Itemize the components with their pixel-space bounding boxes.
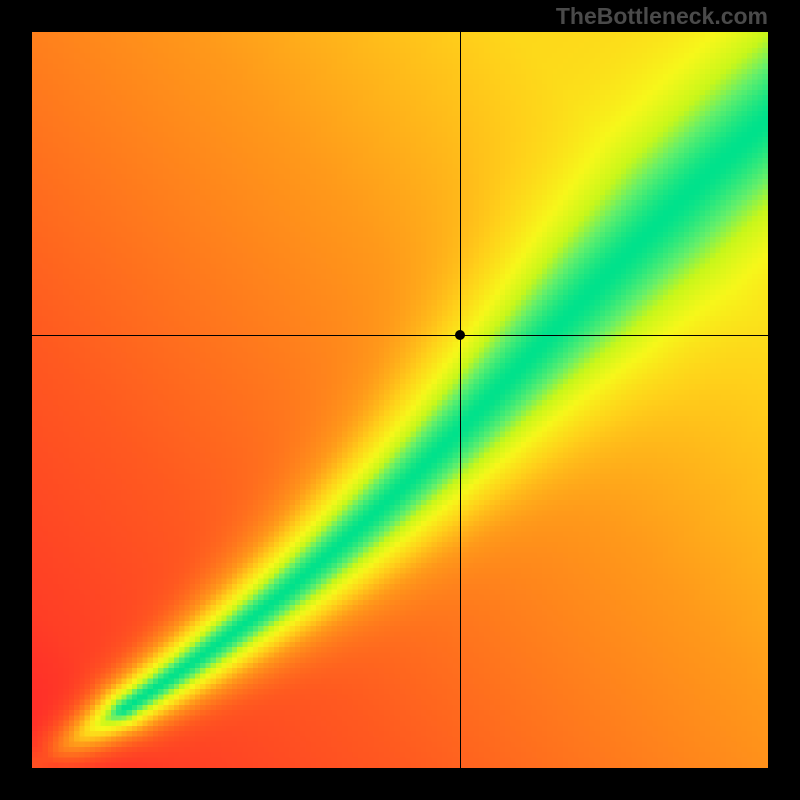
watermark-text: TheBottleneck.com: [556, 3, 768, 30]
crosshair-horizontal: [32, 335, 768, 336]
bottleneck-heatmap: [32, 32, 768, 768]
chart-container: TheBottleneck.com: [0, 0, 800, 800]
crosshair-vertical: [460, 32, 461, 768]
